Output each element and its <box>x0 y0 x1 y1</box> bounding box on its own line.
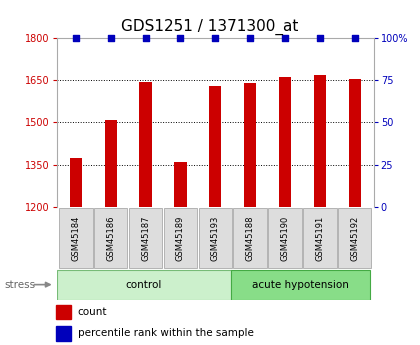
Text: GSM45188: GSM45188 <box>246 215 255 261</box>
Text: percentile rank within the sample: percentile rank within the sample <box>78 328 254 338</box>
Bar <box>244 83 256 207</box>
Bar <box>105 120 117 207</box>
Text: acute hypotension: acute hypotension <box>252 280 349 289</box>
Bar <box>279 77 291 207</box>
Point <box>247 35 253 41</box>
Text: GSM45184: GSM45184 <box>71 215 80 261</box>
FancyBboxPatch shape <box>234 208 267 268</box>
Point <box>212 35 219 41</box>
FancyBboxPatch shape <box>268 208 302 268</box>
Bar <box>56 326 71 341</box>
Text: GSM45192: GSM45192 <box>350 215 359 261</box>
FancyBboxPatch shape <box>94 208 127 268</box>
Bar <box>349 79 361 207</box>
Text: control: control <box>126 280 162 289</box>
Text: GSM45187: GSM45187 <box>141 215 150 261</box>
Point <box>108 35 114 41</box>
Text: GSM45191: GSM45191 <box>315 215 324 261</box>
Text: count: count <box>78 307 107 317</box>
Point <box>73 35 79 41</box>
Text: GSM45186: GSM45186 <box>106 215 115 261</box>
FancyBboxPatch shape <box>129 208 162 268</box>
FancyBboxPatch shape <box>338 208 371 268</box>
Point <box>281 35 288 41</box>
Text: GSM45193: GSM45193 <box>211 215 220 261</box>
FancyBboxPatch shape <box>57 270 231 299</box>
Text: GSM45189: GSM45189 <box>176 215 185 261</box>
FancyBboxPatch shape <box>199 208 232 268</box>
Text: GSM45190: GSM45190 <box>281 215 289 261</box>
Bar <box>314 75 326 207</box>
Point <box>142 35 149 41</box>
Bar <box>139 82 152 207</box>
FancyBboxPatch shape <box>164 208 197 268</box>
Text: GDS1251 / 1371300_at: GDS1251 / 1371300_at <box>121 19 299 35</box>
FancyBboxPatch shape <box>303 208 336 268</box>
FancyBboxPatch shape <box>59 208 92 268</box>
Point <box>351 35 358 41</box>
Point <box>316 35 323 41</box>
Bar <box>174 162 186 207</box>
Bar <box>209 86 221 207</box>
Point <box>177 35 184 41</box>
Bar <box>70 158 82 207</box>
Text: stress: stress <box>4 280 35 289</box>
Bar <box>56 305 71 319</box>
FancyBboxPatch shape <box>231 270 370 299</box>
